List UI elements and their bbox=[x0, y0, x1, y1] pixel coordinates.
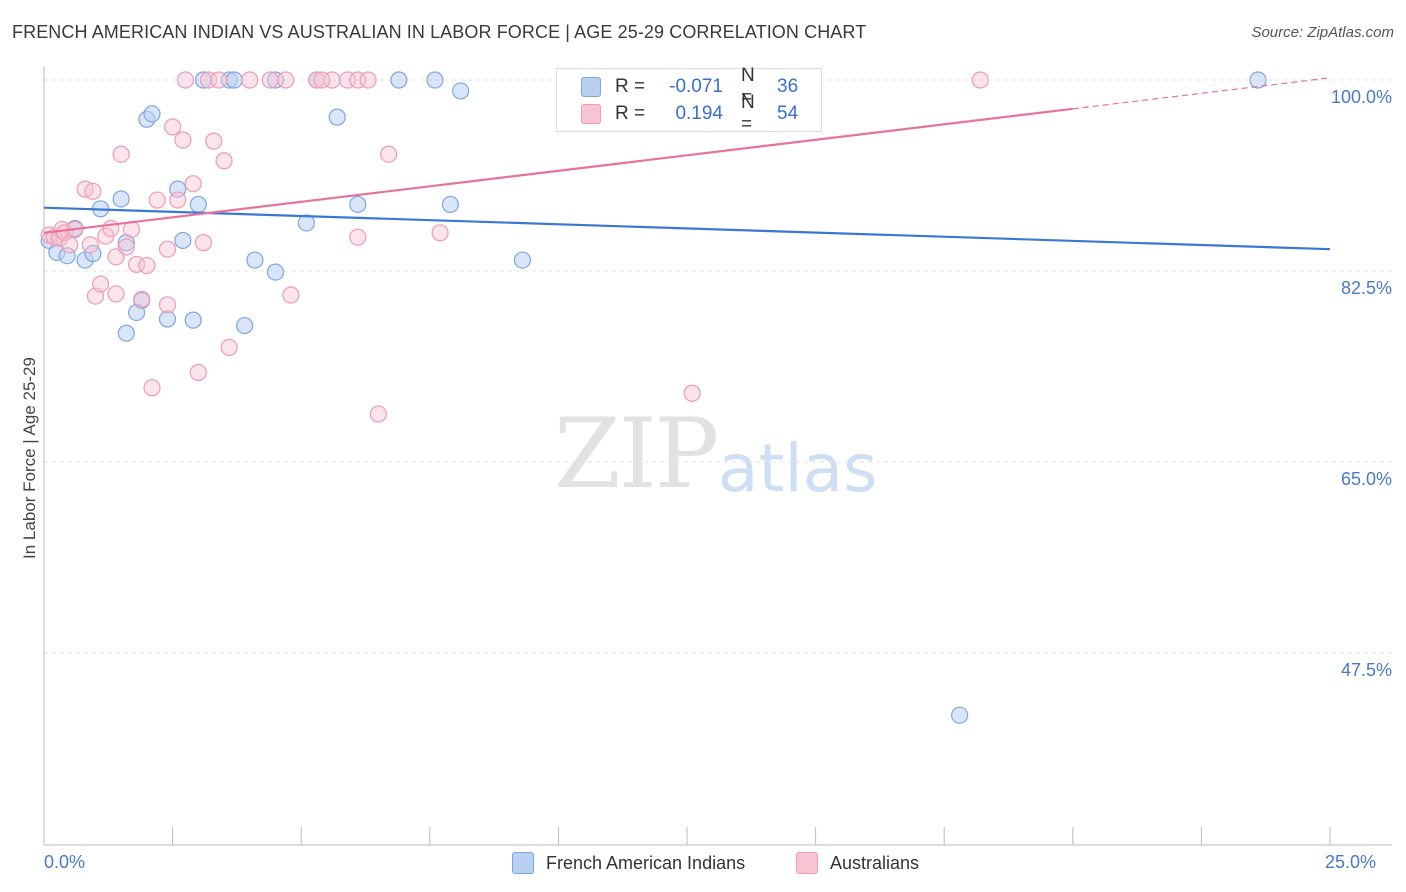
data-point bbox=[313, 71, 331, 89]
bottom-legend-item-pink[interactable]: Australians bbox=[796, 852, 919, 874]
data-point bbox=[261, 71, 279, 89]
data-point bbox=[220, 338, 238, 356]
data-point bbox=[184, 175, 202, 193]
legend-n-label: N = bbox=[741, 65, 755, 108]
data-point bbox=[683, 384, 701, 402]
chart-title: FRENCH AMERICAN INDIAN VS AUSTRALIAN IN … bbox=[12, 22, 867, 42]
data-point bbox=[1249, 71, 1267, 89]
data-point bbox=[117, 324, 135, 342]
y-tick-label: 65.0% bbox=[1340, 469, 1392, 489]
data-point bbox=[158, 296, 177, 314]
legend-swatch-blue bbox=[581, 77, 601, 97]
data-point bbox=[61, 236, 79, 254]
source-label: Source: ZipAtlas.com bbox=[1251, 24, 1394, 41]
data-point bbox=[117, 234, 135, 252]
data-point bbox=[971, 71, 989, 89]
data-point bbox=[112, 145, 130, 163]
legend-r-label: R = bbox=[615, 76, 646, 97]
data-point bbox=[112, 190, 130, 208]
data-point bbox=[84, 182, 102, 200]
legend-r-value: 0.194 bbox=[675, 103, 723, 124]
data-point bbox=[277, 71, 295, 89]
data-point bbox=[205, 132, 223, 150]
data-point bbox=[148, 191, 166, 209]
data-point bbox=[241, 71, 259, 89]
data-point bbox=[107, 285, 125, 303]
legend-r-value: -0.071 bbox=[669, 76, 723, 97]
data-point bbox=[58, 247, 76, 265]
legend-row-pink: R = 0.194 N = 54 bbox=[581, 92, 799, 135]
data-point bbox=[117, 238, 135, 256]
data-point bbox=[215, 152, 233, 170]
legend-n-value: 36 bbox=[777, 76, 799, 97]
x-tick-label: 0.0% bbox=[44, 852, 86, 872]
data-point bbox=[138, 256, 156, 275]
data-point bbox=[189, 195, 207, 214]
data-point bbox=[369, 405, 387, 423]
legend-r-label: R = bbox=[615, 103, 646, 124]
data-point bbox=[297, 214, 315, 232]
y-tick-label: 47.5% bbox=[1340, 660, 1392, 680]
legend-label: French American Indians bbox=[546, 852, 746, 873]
data-point bbox=[246, 251, 264, 269]
data-point bbox=[225, 71, 243, 89]
trend-line-dashed bbox=[1072, 77, 1331, 110]
data-point bbox=[102, 219, 120, 238]
data-point bbox=[328, 108, 346, 126]
data-point bbox=[158, 240, 177, 258]
legend-row-blue: R = -0.071 N = 36 bbox=[581, 65, 799, 108]
data-point bbox=[143, 105, 161, 123]
legend-swatch-pink bbox=[581, 104, 601, 124]
data-point bbox=[359, 71, 377, 89]
data-point bbox=[91, 275, 110, 293]
y-tick-label: 82.5% bbox=[1340, 278, 1392, 298]
data-point bbox=[380, 145, 398, 163]
y-axis-label: In Labor Force | Age 25-29 bbox=[20, 357, 39, 559]
watermark-atlas: atlas bbox=[718, 430, 878, 507]
data-point bbox=[133, 290, 151, 308]
x-tick-label: 25.0% bbox=[1325, 852, 1377, 872]
bottom-legend-item-blue[interactable]: French American Indians bbox=[512, 852, 745, 874]
legend-n-label: N = bbox=[741, 92, 755, 135]
data-point bbox=[194, 234, 213, 252]
data-point bbox=[189, 363, 207, 382]
data-point bbox=[143, 379, 161, 397]
legend-swatch-blue bbox=[512, 852, 534, 874]
data-point bbox=[349, 195, 367, 214]
watermark-zip: ZIP bbox=[554, 398, 719, 510]
data-point bbox=[452, 82, 470, 100]
legend-n-value: 54 bbox=[777, 103, 799, 124]
data-point bbox=[184, 311, 202, 329]
data-point bbox=[513, 251, 531, 269]
data-point bbox=[431, 224, 449, 242]
trend-line bbox=[43, 107, 1073, 234]
data-point bbox=[174, 231, 192, 250]
data-point bbox=[210, 71, 228, 89]
data-point bbox=[127, 303, 146, 322]
legend-label: Australians bbox=[830, 852, 920, 873]
data-point bbox=[169, 191, 187, 209]
data-point bbox=[426, 71, 444, 89]
data-point bbox=[236, 316, 254, 335]
data-point bbox=[441, 195, 459, 214]
y-tick-label: 100.0% bbox=[1330, 87, 1392, 107]
data-point bbox=[174, 131, 192, 149]
data-point bbox=[390, 71, 408, 89]
legend-swatch-pink bbox=[796, 852, 818, 874]
data-point bbox=[282, 286, 300, 304]
data-point bbox=[164, 118, 182, 136]
data-point bbox=[158, 310, 177, 328]
data-point bbox=[81, 236, 99, 254]
trend-line bbox=[43, 206, 1331, 251]
data-point bbox=[176, 71, 195, 89]
data-point bbox=[349, 228, 367, 246]
stats-legend: R = -0.071 N = 36 R = 0.194 N = 54 bbox=[556, 65, 822, 135]
data-point bbox=[951, 706, 969, 724]
data-point bbox=[266, 263, 285, 281]
